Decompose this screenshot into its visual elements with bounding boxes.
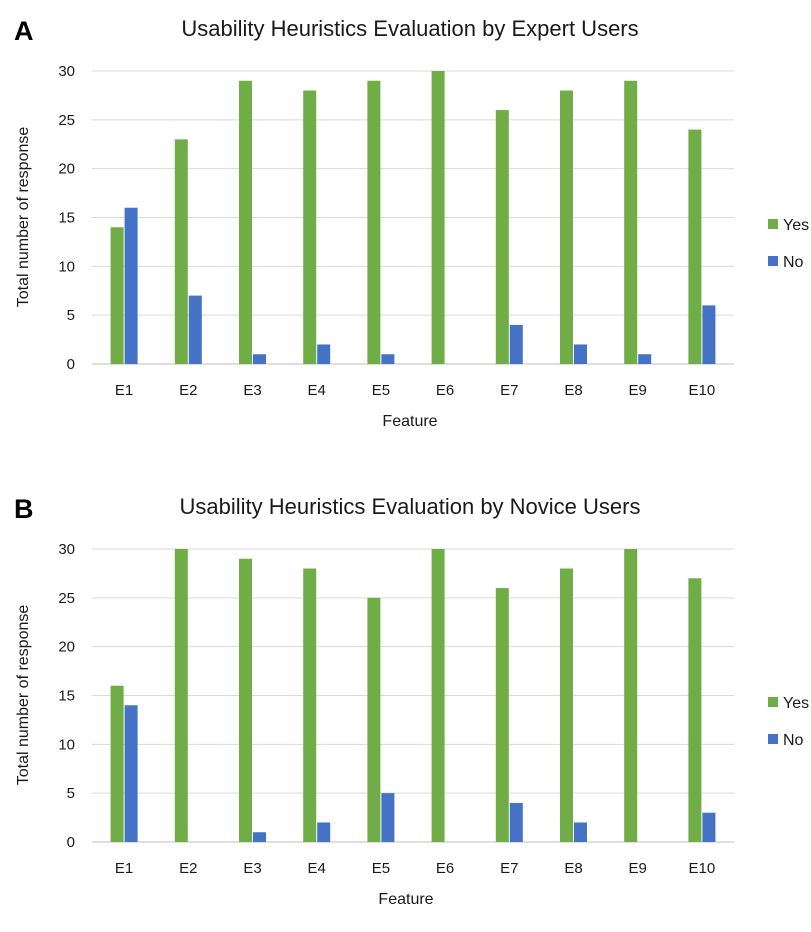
x-tick-label: E3 (243, 382, 261, 399)
bar-no-e5 (381, 354, 394, 364)
x-tick-label: E10 (689, 860, 716, 877)
bar-yes-e5 (367, 81, 380, 364)
x-tick-label: E4 (308, 382, 326, 399)
bar-no-e1 (125, 208, 138, 364)
bar-yes-e1 (111, 686, 124, 842)
legend-a: Yes No (768, 217, 809, 271)
y-tick-label: 10 (58, 736, 75, 753)
bar-no-e3 (253, 832, 266, 842)
bar-no-e7 (510, 803, 523, 842)
bar-no-e10 (702, 813, 715, 842)
legend-label-yes: Yes (783, 695, 809, 712)
legend-swatch-no (768, 256, 778, 266)
x-tick-label: E2 (179, 860, 197, 877)
x-tick-label: E1 (115, 860, 133, 877)
chart-panel-b: B Usability Heuristics Evaluation by Nov… (0, 478, 811, 932)
legend-label-yes: Yes (783, 217, 809, 234)
y-tick-label: 20 (58, 161, 75, 178)
y-tick-label: 30 (58, 63, 75, 80)
bar-yes-e1 (111, 227, 124, 364)
legend-label-no: No (783, 732, 804, 749)
bar-no-e4 (317, 822, 330, 842)
bar-no-e9 (638, 354, 651, 364)
bar-no-e8 (574, 344, 587, 364)
bar-no-e1 (125, 705, 138, 842)
x-tick-label: E2 (179, 382, 197, 399)
bar-no-e7 (510, 325, 523, 364)
bar-yes-e9 (624, 81, 637, 364)
x-tick-label: E5 (372, 860, 390, 877)
bar-yes-e6 (432, 549, 445, 842)
x-tick-label: E9 (629, 860, 647, 877)
legend-swatch-yes (768, 697, 778, 707)
bar-yes-e8 (560, 569, 573, 842)
bar-yes-e2 (175, 549, 188, 842)
chart-marks-a: 0 5 10 15 20 25 30 E1 E2 E3 E4 E5 E6 E7 E8 E9 E10 (58, 63, 734, 399)
bar-no-e3 (253, 354, 266, 364)
x-tick-label: E10 (689, 382, 716, 399)
y-tick-label: 0 (67, 834, 75, 851)
chart-title-a: Usability Heuristics Evaluation by Exper… (181, 16, 638, 41)
bar-no-e10 (702, 305, 715, 364)
chart-title-b: Usability Heuristics Evaluation by Novic… (180, 494, 641, 519)
bar-yes-e3 (239, 81, 252, 364)
bar-yes-e5 (367, 598, 380, 842)
y-tick-label: 5 (67, 307, 75, 324)
panel-label-b: B (14, 494, 34, 524)
y-tick-label: 30 (58, 541, 75, 558)
bar-no-e4 (317, 344, 330, 364)
bar-yes-e4 (303, 91, 316, 364)
y-tick-label: 5 (67, 785, 75, 802)
y-tick-label: 15 (58, 688, 75, 705)
bar-yes-e8 (560, 91, 573, 364)
y-tick-label: 10 (58, 258, 75, 275)
y-tick-label: 25 (58, 590, 75, 607)
y-tick-label: 15 (58, 210, 75, 227)
bar-no-e5 (381, 793, 394, 842)
bar-yes-e3 (239, 559, 252, 842)
bar-yes-e9 (624, 549, 637, 842)
bar-yes-e4 (303, 569, 316, 842)
chart-b: B Usability Heuristics Evaluation by Nov… (0, 478, 811, 908)
y-tick-label: 20 (58, 639, 75, 656)
x-tick-label: E5 (372, 382, 390, 399)
bar-no-e2 (189, 296, 202, 364)
x-tick-label: E6 (436, 860, 454, 877)
y-tick-label: 25 (58, 112, 75, 129)
chart-panel-a: A Usability Heuristics Evaluation by Exp… (0, 0, 811, 454)
x-tick-label: E7 (500, 382, 518, 399)
panel-label-a: A (14, 16, 34, 46)
bar-yes-e7 (496, 588, 509, 842)
chart-a: A Usability Heuristics Evaluation by Exp… (0, 0, 811, 454)
x-axis-label-a: Feature (382, 413, 437, 430)
x-tick-label: E8 (564, 382, 582, 399)
legend-label-no: No (783, 254, 804, 271)
y-axis-label-b: Total number of response (15, 605, 32, 786)
legend-swatch-no (768, 734, 778, 744)
bar-no-e8 (574, 822, 587, 842)
x-tick-label: E3 (243, 860, 261, 877)
bar-yes-e7 (496, 110, 509, 364)
x-tick-label: E9 (629, 382, 647, 399)
x-axis-label-b: Feature (378, 891, 433, 908)
bar-yes-e10 (688, 130, 701, 364)
x-tick-label: E1 (115, 382, 133, 399)
bar-yes-e10 (688, 578, 701, 842)
y-tick-label: 0 (67, 356, 75, 373)
chart-marks-b: 0 5 10 15 20 25 30 E1 E2 E3 E4 E5 E6 E7 E8 E9 E10 (58, 541, 734, 877)
x-tick-label: E4 (308, 860, 326, 877)
x-tick-label: E8 (564, 860, 582, 877)
y-axis-label-a: Total number of response (15, 127, 32, 308)
x-tick-label: E6 (436, 382, 454, 399)
bar-yes-e6 (432, 71, 445, 364)
legend-swatch-yes (768, 219, 778, 229)
bar-yes-e2 (175, 139, 188, 364)
x-tick-label: E7 (500, 860, 518, 877)
legend-b: Yes No (768, 695, 809, 749)
